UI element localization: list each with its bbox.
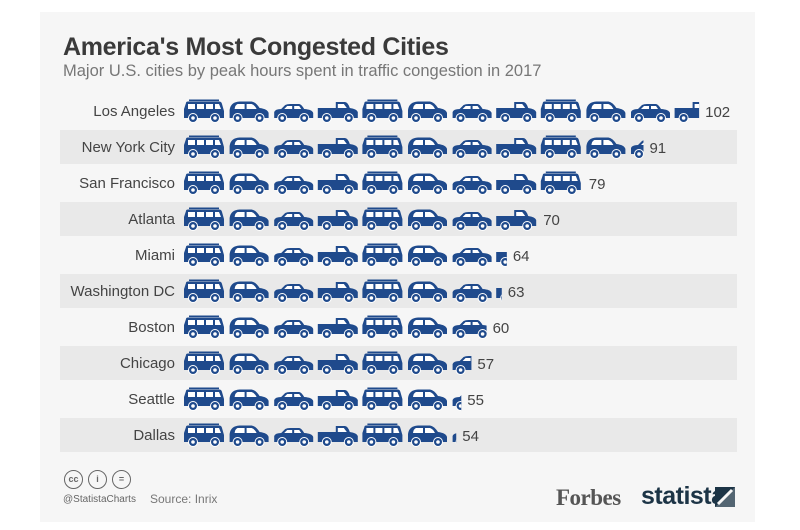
van-icon: [540, 99, 582, 123]
chart-row: Seattle 55: [128, 387, 484, 411]
statista-logo: statista: [641, 482, 725, 510]
bar: [183, 387, 462, 411]
sedan-icon: [273, 247, 314, 267]
pickup-icon: [317, 173, 359, 195]
value-label: 70: [543, 212, 560, 229]
van-icon: [183, 171, 225, 195]
chart-row: Dallas 54: [60, 418, 737, 452]
bar: [183, 171, 582, 195]
chart-row: New York City 91: [60, 130, 737, 164]
sedan-icon: [630, 103, 671, 123]
van-icon: [183, 243, 225, 267]
value-label: 64: [513, 248, 530, 265]
hatchback-icon: [229, 317, 270, 339]
hatchback-icon: [407, 101, 448, 123]
value-label: 91: [649, 140, 666, 157]
bar: [183, 243, 507, 267]
chart-title: America's Most Congested Cities: [63, 33, 449, 61]
chart-row: Boston 60: [128, 315, 510, 339]
hatchback-icon: [229, 245, 270, 267]
sedan-icon: [452, 103, 493, 123]
chart-row: Atlanta 70: [60, 202, 737, 236]
van-icon: [361, 171, 403, 195]
van-icon: [361, 315, 403, 339]
van-icon: [183, 99, 225, 123]
category-label: Atlanta: [128, 211, 175, 228]
value-label: 63: [508, 284, 525, 301]
sedan-icon: [273, 103, 314, 123]
chart-subtitle: Major U.S. cities by peak hours spent in…: [63, 62, 542, 80]
van-icon: [183, 315, 225, 339]
forbes-logo: Forbes: [556, 485, 621, 510]
hatchback-icon: [229, 389, 270, 411]
bar: [183, 315, 487, 339]
chart-row: Chicago 57: [60, 346, 737, 380]
van-icon: [361, 243, 403, 267]
no-derivatives-icon: =: [112, 470, 131, 489]
category-label: Dallas: [133, 427, 175, 444]
category-label: Miami: [135, 247, 175, 264]
sedan-icon: [273, 391, 314, 411]
category-label: New York City: [82, 139, 176, 156]
chart-row: Washington DC 63: [60, 274, 737, 308]
pickup-icon: [317, 317, 359, 339]
value-label: 102: [705, 104, 730, 121]
category-label: Chicago: [120, 355, 175, 372]
value-label: 79: [589, 176, 606, 193]
hatchback-icon: [585, 101, 626, 123]
category-label: Boston: [128, 319, 175, 336]
van-icon: [361, 387, 403, 411]
hatchback-icon: [229, 101, 270, 123]
value-label: 57: [477, 356, 494, 373]
sedan-icon: [273, 319, 314, 339]
attribution-icon: i: [88, 470, 107, 489]
statista-handle: @StatistaCharts: [63, 494, 136, 505]
hatchback-icon: [407, 317, 448, 339]
sedan-icon: [452, 175, 493, 195]
source-note: Source: Inrix: [150, 492, 218, 506]
bar: [183, 99, 700, 123]
pickup-icon: [495, 173, 537, 195]
sedan-icon: [452, 319, 487, 339]
statista-logo-mark-icon: [715, 487, 735, 507]
category-label: San Francisco: [79, 175, 175, 192]
van-icon: [540, 171, 582, 195]
chart-row: Miami 64: [135, 243, 530, 267]
sedan-icon: [452, 247, 493, 267]
value-label: 60: [493, 320, 510, 337]
category-label: Seattle: [128, 391, 175, 408]
category-label: Los Angeles: [93, 103, 175, 120]
creative-commons-icon: cc: [64, 470, 83, 489]
value-label: 54: [462, 428, 479, 445]
chart-row: Los Angeles 102: [93, 99, 730, 123]
sedan-icon: [273, 175, 314, 195]
hatchback-icon: [407, 173, 448, 195]
pickup-icon: [317, 245, 359, 267]
value-label: 55: [467, 392, 484, 409]
van-icon: [361, 99, 403, 123]
pickup-icon: [317, 101, 359, 123]
hatchback-icon: [229, 173, 270, 195]
category-label: Washington DC: [71, 283, 176, 300]
hatchback-icon: [407, 245, 448, 267]
chart-row: San Francisco 79: [79, 171, 606, 195]
hatchback-icon: [407, 389, 448, 411]
pickup-icon: [317, 389, 359, 411]
pickup-icon: [495, 101, 537, 123]
van-icon: [183, 387, 225, 411]
